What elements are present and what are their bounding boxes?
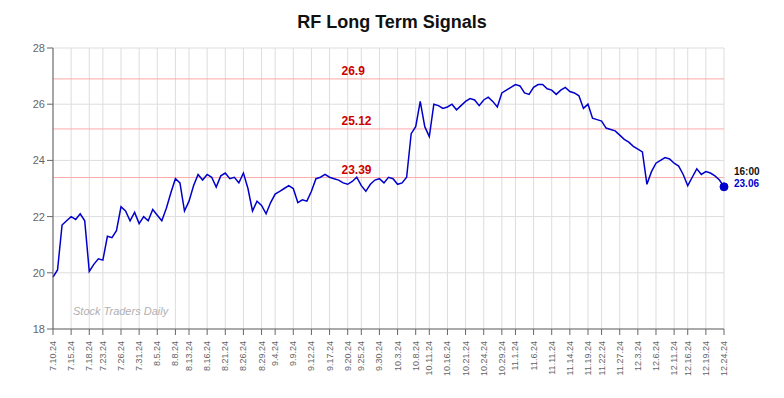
svg-text:28: 28 [33, 42, 45, 54]
svg-text:9.4.24: 9.4.24 [270, 341, 280, 366]
svg-text:12.11.24: 12.11.24 [669, 341, 679, 375]
svg-text:8.5.24: 8.5.24 [152, 341, 162, 366]
svg-text:26.9: 26.9 [342, 64, 366, 78]
svg-text:12.3.24: 12.3.24 [633, 341, 643, 371]
svg-text:8.16.24: 8.16.24 [202, 341, 212, 371]
svg-text:10.16.24: 10.16.24 [442, 341, 452, 376]
svg-text:24: 24 [33, 154, 45, 166]
svg-text:10.3.24: 10.3.24 [393, 341, 403, 371]
svg-text:7.23.24: 7.23.24 [98, 341, 108, 371]
svg-text:10.24.24: 10.24.24 [479, 341, 489, 376]
svg-text:12.6.24: 12.6.24 [651, 341, 661, 371]
svg-text:10.29.24: 10.29.24 [497, 341, 507, 376]
svg-text:7.26.24: 7.26.24 [116, 341, 126, 371]
svg-text:16:00: 16:00 [734, 166, 760, 177]
svg-text:22: 22 [33, 211, 45, 223]
svg-text:11.11.24: 11.11.24 [547, 341, 557, 375]
svg-text:8.21.24: 8.21.24 [220, 341, 230, 371]
svg-text:10.11.24: 10.11.24 [424, 341, 434, 375]
svg-text:11.1.24: 11.1.24 [510, 341, 520, 370]
svg-text:7.18.24: 7.18.24 [84, 341, 94, 371]
svg-text:26: 26 [33, 98, 45, 110]
svg-text:11.14.24: 11.14.24 [565, 341, 575, 375]
svg-text:11.27.24: 11.27.24 [615, 341, 625, 375]
svg-text:12.19.24: 12.19.24 [701, 341, 711, 376]
svg-text:7.31.24: 7.31.24 [134, 341, 144, 371]
svg-text:20: 20 [33, 267, 45, 279]
svg-text:11.19.24: 11.19.24 [583, 341, 593, 375]
html-text:Stock Traders Daily: Stock Traders Daily [73, 305, 169, 317]
svg-text:8.26.24: 8.26.24 [238, 341, 248, 371]
svg-text:11.6.24: 11.6.24 [529, 341, 539, 370]
svg-text:8.8.24: 8.8.24 [170, 341, 180, 366]
svg-text:10.8.24: 10.8.24 [411, 341, 421, 371]
svg-text:8.29.24: 8.29.24 [257, 341, 267, 371]
svg-text:7.10.24: 7.10.24 [48, 341, 58, 371]
svg-text:10.21.24: 10.21.24 [461, 341, 471, 376]
svg-text:23.06: 23.06 [734, 178, 759, 189]
svg-text:7.15.24: 7.15.24 [66, 341, 76, 371]
svg-text:12.24.24: 12.24.24 [719, 341, 729, 376]
html-text:RF Long Term Signals: RF Long Term Signals [297, 12, 487, 32]
svg-text:9.12.24: 9.12.24 [306, 341, 316, 371]
svg-text:25.12: 25.12 [342, 114, 372, 128]
svg-text:23.39: 23.39 [342, 163, 372, 177]
svg-text:9.17.24: 9.17.24 [325, 341, 335, 371]
svg-text:8.13.24: 8.13.24 [184, 341, 194, 371]
svg-text:12.16.24: 12.16.24 [683, 341, 693, 376]
svg-text:9.9.24: 9.9.24 [288, 341, 298, 366]
svg-text:9.30.24: 9.30.24 [374, 341, 384, 371]
svg-text:9.20.24: 9.20.24 [343, 341, 353, 371]
svg-text:11.22.24: 11.22.24 [597, 341, 607, 375]
svg-text:9.25.24: 9.25.24 [356, 341, 366, 371]
svg-text:18: 18 [33, 323, 45, 335]
